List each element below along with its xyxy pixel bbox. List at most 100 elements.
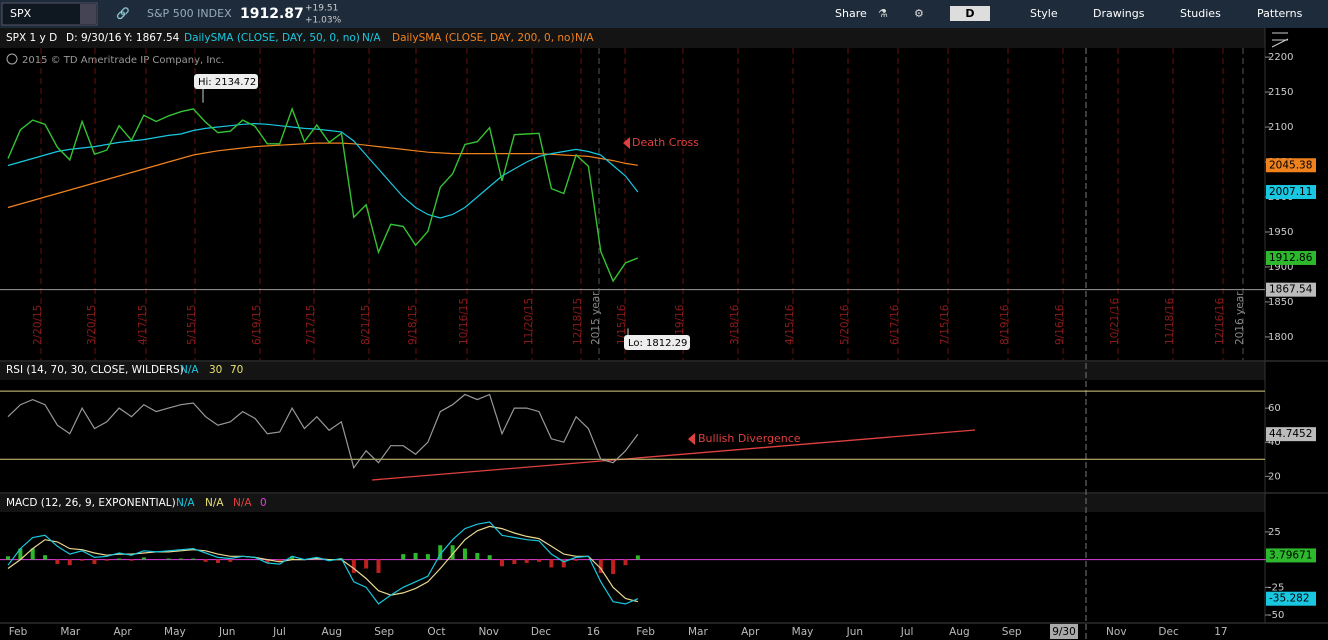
x-tick-label: Feb (636, 626, 655, 638)
instrument-name: S&P 500 INDEX (147, 7, 232, 20)
histogram-bar (67, 559, 72, 566)
x-tick-label: 16 (587, 626, 601, 638)
histogram-bar (574, 559, 579, 561)
badge-label: -35.282 (1269, 593, 1310, 605)
histogram-bar (351, 559, 356, 573)
current-date-box (1050, 624, 1078, 639)
price-badge (1266, 158, 1316, 173)
date-marker: 1/15/16 (616, 304, 628, 345)
aggregation-box[interactable] (950, 6, 990, 21)
date-marker: 8/21/15 (360, 305, 372, 345)
histogram-bar (30, 548, 35, 560)
x-tick-label: May (792, 626, 814, 638)
study-header: 70 (230, 364, 243, 376)
histogram-bar (598, 559, 603, 573)
macd-line (7, 521, 639, 605)
toolbar-button[interactable]: Drawings (1093, 7, 1145, 20)
gear-icon[interactable]: ⚙ (914, 7, 924, 20)
date-marker: 11/20/15 (523, 298, 535, 345)
y-tick-label: 1950 (1268, 227, 1293, 238)
flask-icon[interactable]: ⚗ (878, 7, 888, 20)
histogram-bar (215, 559, 220, 563)
date-marker: 5/15/15 (186, 305, 198, 345)
lo-label: Lo: 1812.29 (628, 338, 687, 349)
histogram-bar (635, 555, 640, 560)
histogram-bar (549, 559, 554, 568)
last-price: 1912.87 (240, 6, 304, 22)
x-tick-label: Nov (1106, 626, 1127, 638)
date-marker: 2015 year (590, 291, 602, 345)
x-tick-label: Sep (1002, 626, 1022, 638)
study-header: 30 (209, 364, 222, 376)
x-tick-label: Jun (846, 626, 863, 638)
histogram-bar (178, 558, 183, 560)
aggregation: D (965, 7, 974, 20)
histogram-bar (141, 557, 146, 560)
study-header: N/A (205, 497, 224, 509)
date-marker: 11/18/16 (1164, 298, 1176, 345)
date-marker: 3/20/15 (86, 305, 98, 345)
histogram-bar (475, 552, 480, 560)
histogram-bar (401, 554, 406, 560)
info-icon[interactable] (6, 53, 18, 65)
badge-label: 1912.86 (1269, 252, 1313, 264)
y-tick-label: -50 (1268, 610, 1284, 621)
rsi-header-bg (0, 362, 1265, 380)
expand-icon[interactable] (1271, 32, 1289, 48)
date-marker: 8/19/16 (999, 304, 1011, 345)
date-marker: 7/15/16 (939, 304, 951, 345)
hi-box (194, 74, 258, 89)
change: +19.51 (305, 4, 338, 14)
study-header: D: 9/30/16 (66, 32, 122, 44)
sma200-line (7, 142, 638, 209)
histogram-bar (290, 556, 295, 560)
price-header-bg (0, 28, 1265, 48)
x-tick-label: 17 (1214, 626, 1227, 638)
toolbar-button[interactable]: Studies (1180, 7, 1221, 20)
hi-label: Hi: 2134.72 (198, 77, 256, 88)
histogram-bar (413, 552, 418, 560)
study-header: N/A (575, 32, 594, 44)
histogram-bar (117, 558, 122, 560)
histogram-bar (228, 559, 233, 562)
y-tick-label: 1900 (1268, 262, 1293, 273)
histogram-bar (55, 559, 60, 565)
price-badge (1266, 427, 1316, 442)
histogram-bar (487, 555, 492, 560)
toolbar-button[interactable]: Patterns (1257, 7, 1303, 20)
study-header: Y: 1867.54 (123, 32, 180, 44)
x-tick-label: Jul (272, 626, 286, 638)
x-tick-label: Sep (374, 626, 394, 638)
date-marker: 6/19/15 (251, 305, 263, 345)
x-tick-label: Feb (9, 626, 28, 638)
x-tick-label: Apr (741, 626, 760, 638)
price-badge (1266, 548, 1316, 563)
badge-label: 1867.54 (1269, 284, 1313, 296)
toolbar-button[interactable]: Share (835, 7, 867, 20)
symbol: SPX (10, 7, 32, 20)
x-tick-label: 9/30 (1052, 626, 1076, 638)
change-pct: +1.03% (305, 16, 342, 26)
x-tick-label: Dec (531, 626, 552, 638)
histogram-bar (92, 559, 97, 565)
macd-header-bg (0, 494, 1265, 512)
symbol-box[interactable] (1, 2, 98, 26)
histogram-bar (364, 559, 369, 569)
x-tick-label: Dec (1158, 626, 1179, 638)
x-tick-label: Oct (427, 626, 445, 638)
toolbar-button[interactable]: Style (1030, 7, 1058, 20)
study-header: N/A (362, 32, 381, 44)
link-icon[interactable]: 🔗 (116, 6, 130, 20)
study-header: MACD (12, 26, 9, EXPONENTIAL) (6, 497, 176, 509)
y-tick-label: 40 (1268, 437, 1281, 448)
toolbar (0, 0, 1328, 28)
date-marker: 7/17/15 (305, 305, 317, 345)
date-marker: 9/16/16 (1054, 304, 1066, 345)
symbol-dropdown[interactable] (80, 4, 96, 24)
x-tick-label: Mar (60, 626, 80, 638)
price-badge (1266, 185, 1316, 200)
x-tick-label: Aug (949, 626, 970, 638)
histogram-bar (265, 559, 270, 563)
histogram-bar (104, 559, 109, 561)
date-marker: 12/18/15 (572, 298, 584, 345)
